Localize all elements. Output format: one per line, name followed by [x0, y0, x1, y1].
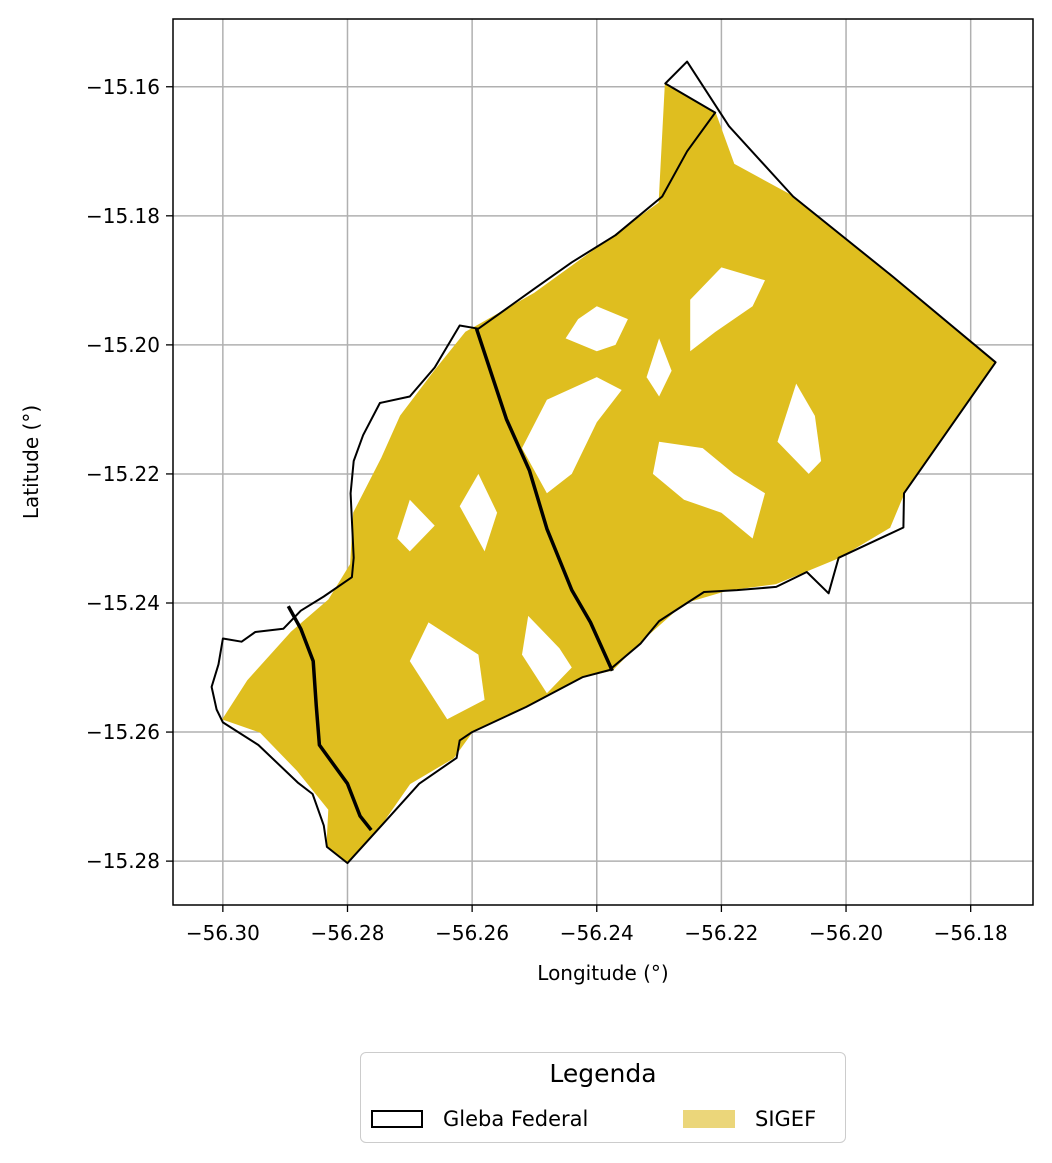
- sigef-gap: [409, 622, 485, 720]
- legend-swatch-gleba: [371, 1110, 423, 1128]
- sigef-gap: [777, 383, 822, 474]
- plot-frame: [172, 18, 1034, 906]
- gleba-division-line: [474, 328, 614, 672]
- sigef-gap: [565, 306, 628, 352]
- y-tick-label: −15.18: [86, 204, 160, 228]
- legend: Legenda Gleba Federal SIGEF: [360, 1052, 846, 1143]
- x-tick-label: −56.18: [934, 921, 1008, 945]
- x-tick-label: −56.22: [684, 921, 758, 945]
- legend-label-sigef: SIGEF: [755, 1107, 817, 1131]
- x-tick-label: −56.24: [560, 921, 634, 945]
- legend-item-gleba: Gleba Federal: [371, 1103, 588, 1135]
- y-tick-label: −15.28: [86, 849, 160, 873]
- x-axis-ticks: −56.30 −56.28 −56.26 −56.24 −56.22 −56.20 −56.…: [186, 905, 1008, 945]
- legend-title: Legenda: [549, 1059, 657, 1088]
- sigef-gap: [522, 377, 622, 494]
- y-axis-label: Latitude (°): [19, 405, 43, 519]
- sigef-gap: [652, 441, 765, 539]
- x-axis-label: Longitude (°): [537, 961, 668, 985]
- sigef-gaps: [397, 267, 822, 720]
- y-tick-label: −15.20: [86, 333, 160, 357]
- map-layers: [210, 60, 997, 865]
- sigef-gap: [690, 267, 765, 352]
- sigef-gap: [646, 338, 672, 397]
- y-axis-ticks: −15.16 −15.18 −15.20 −15.22 −15.24 −15.26 −15.…: [86, 75, 173, 873]
- sigef-gap: [397, 499, 435, 552]
- x-tick-label: −56.30: [186, 921, 260, 945]
- y-tick-label: −15.26: [86, 720, 160, 744]
- x-tick-label: −56.20: [809, 921, 883, 945]
- sigef-gap: [459, 473, 498, 552]
- x-tick-label: −56.26: [435, 921, 509, 945]
- y-tick-label: −15.24: [86, 591, 160, 615]
- legend-swatch-sigef: [683, 1110, 735, 1128]
- sigef-gap: [522, 615, 572, 694]
- y-tick-label: −15.16: [86, 75, 160, 99]
- legend-item-sigef: SIGEF: [683, 1103, 816, 1135]
- y-tick-label: −15.22: [86, 462, 160, 486]
- gleba-division-line: [286, 605, 373, 832]
- legend-label-gleba: Gleba Federal: [443, 1107, 589, 1131]
- gleba-outline: [210, 60, 997, 865]
- x-tick-label: −56.28: [310, 921, 384, 945]
- gleba-federal-boundary: [210, 60, 997, 865]
